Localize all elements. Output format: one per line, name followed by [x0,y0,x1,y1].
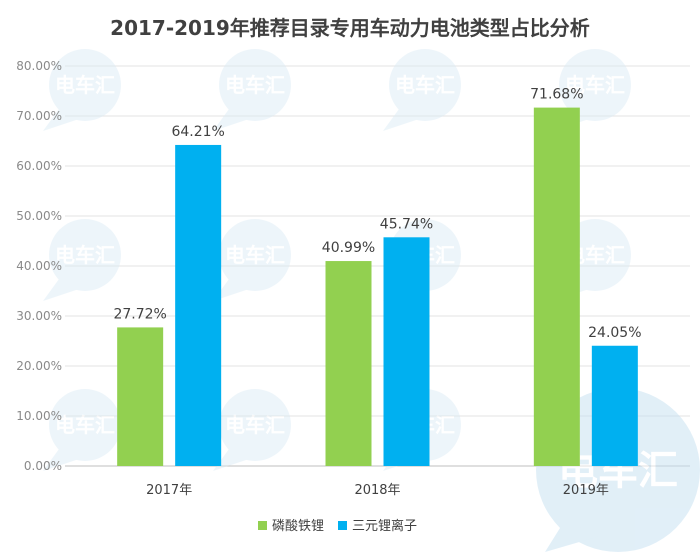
watermark-logo: 电车汇 [213,219,291,301]
y-axis-ticks: 0.00% 10.00% 20.00% 30.00% 40.00% 50.00% 60.00… [16,59,62,473]
y-tick-label: 80.00% [16,59,62,73]
bar-0-2[interactable] [533,107,580,466]
y-tick-label: 40.00% [16,259,62,273]
watermark-text: 电车汇 [55,413,115,437]
x-category-label: 2017年 [146,483,192,498]
data-label: 45.74% [380,216,433,232]
watermark-logo: 电车汇 [383,49,461,131]
chart-title: 2017-2019年推荐目录专用车动力电池类型占比分析 [110,16,590,40]
bar-0-0[interactable] [117,327,164,466]
x-category-label: 2018年 [354,483,400,498]
x-axis-categories: 2017年 2018年 2019年 [146,483,609,498]
bar-0-1[interactable] [325,261,372,466]
bar-1-0[interactable] [175,144,222,466]
watermark: 电车汇电车汇电车汇电车汇电车汇电车汇电车汇电车汇电车汇电车汇电车汇电车汇 [43,49,700,552]
bar-1-2[interactable] [591,345,638,466]
y-tick-label: 0.00% [24,459,62,473]
y-tick-label: 20.00% [16,359,62,373]
x-category-label: 2019年 [563,483,609,498]
data-label: 64.21% [171,124,224,140]
watermark-text: 电车汇 [395,73,455,97]
watermark-logo: 电车汇 [43,49,121,131]
legend: 磷酸铁锂 三元锂离子 [258,518,417,534]
watermark-logo: 电车汇 [43,219,121,301]
watermark-text: 电车汇 [565,73,625,97]
legend-swatch [338,521,347,530]
bar-1-1[interactable] [383,237,430,466]
watermark-logo: 电车汇 [553,49,631,131]
data-label: 71.68% [530,87,583,103]
legend-swatch [258,521,267,530]
watermark-text: 电车汇 [225,73,285,97]
y-tick-label: 60.00% [16,159,62,173]
watermark-text: 电车汇 [55,243,115,267]
data-label: 27.72% [113,306,166,322]
watermark-text: 电车汇 [225,243,285,267]
data-labels: 27.72% 64.21% 40.99% 45.74% 71.68% 24.05% [113,87,641,341]
bars [117,107,638,466]
watermark-text: 电车汇 [225,413,285,437]
watermark-logo: 电车汇 [213,389,291,471]
y-tick-label: 10.00% [16,409,62,423]
data-label: 24.05% [588,325,641,341]
watermark-logo: 电车汇 [213,49,291,131]
watermark-logo: 电车汇 [43,389,121,471]
watermark-text: 电车汇 [55,73,115,97]
y-tick-label: 30.00% [16,309,62,323]
legend-label: 三元锂离子 [352,518,417,534]
y-tick-label: 70.00% [16,109,62,123]
legend-label: 磷酸铁锂 [272,519,324,534]
y-tick-label: 50.00% [16,209,62,223]
gridlines [65,65,690,467]
data-label: 40.99% [322,240,375,256]
